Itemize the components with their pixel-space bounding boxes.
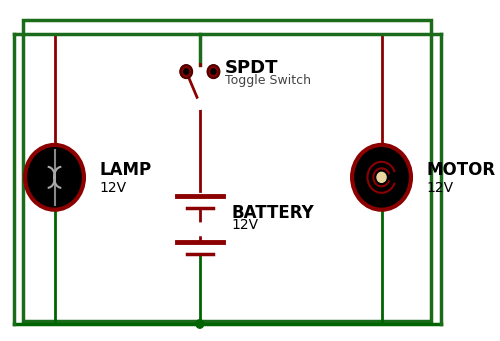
Text: 12V: 12V: [100, 181, 127, 195]
Circle shape: [184, 69, 188, 74]
Text: BATTERY: BATTERY: [232, 204, 314, 222]
Circle shape: [223, 83, 231, 91]
Circle shape: [196, 99, 204, 109]
Circle shape: [196, 320, 203, 328]
Text: Toggle Switch: Toggle Switch: [225, 74, 311, 87]
Text: SPDT: SPDT: [225, 59, 278, 77]
Circle shape: [25, 145, 84, 210]
Text: 12V: 12V: [232, 218, 259, 232]
Circle shape: [180, 65, 192, 78]
Circle shape: [377, 172, 386, 182]
Text: MOTOR: MOTOR: [427, 161, 496, 179]
Circle shape: [352, 145, 411, 210]
Text: 12V: 12V: [427, 181, 454, 195]
Circle shape: [211, 69, 216, 74]
Circle shape: [208, 65, 220, 78]
Text: LAMP: LAMP: [100, 161, 152, 179]
